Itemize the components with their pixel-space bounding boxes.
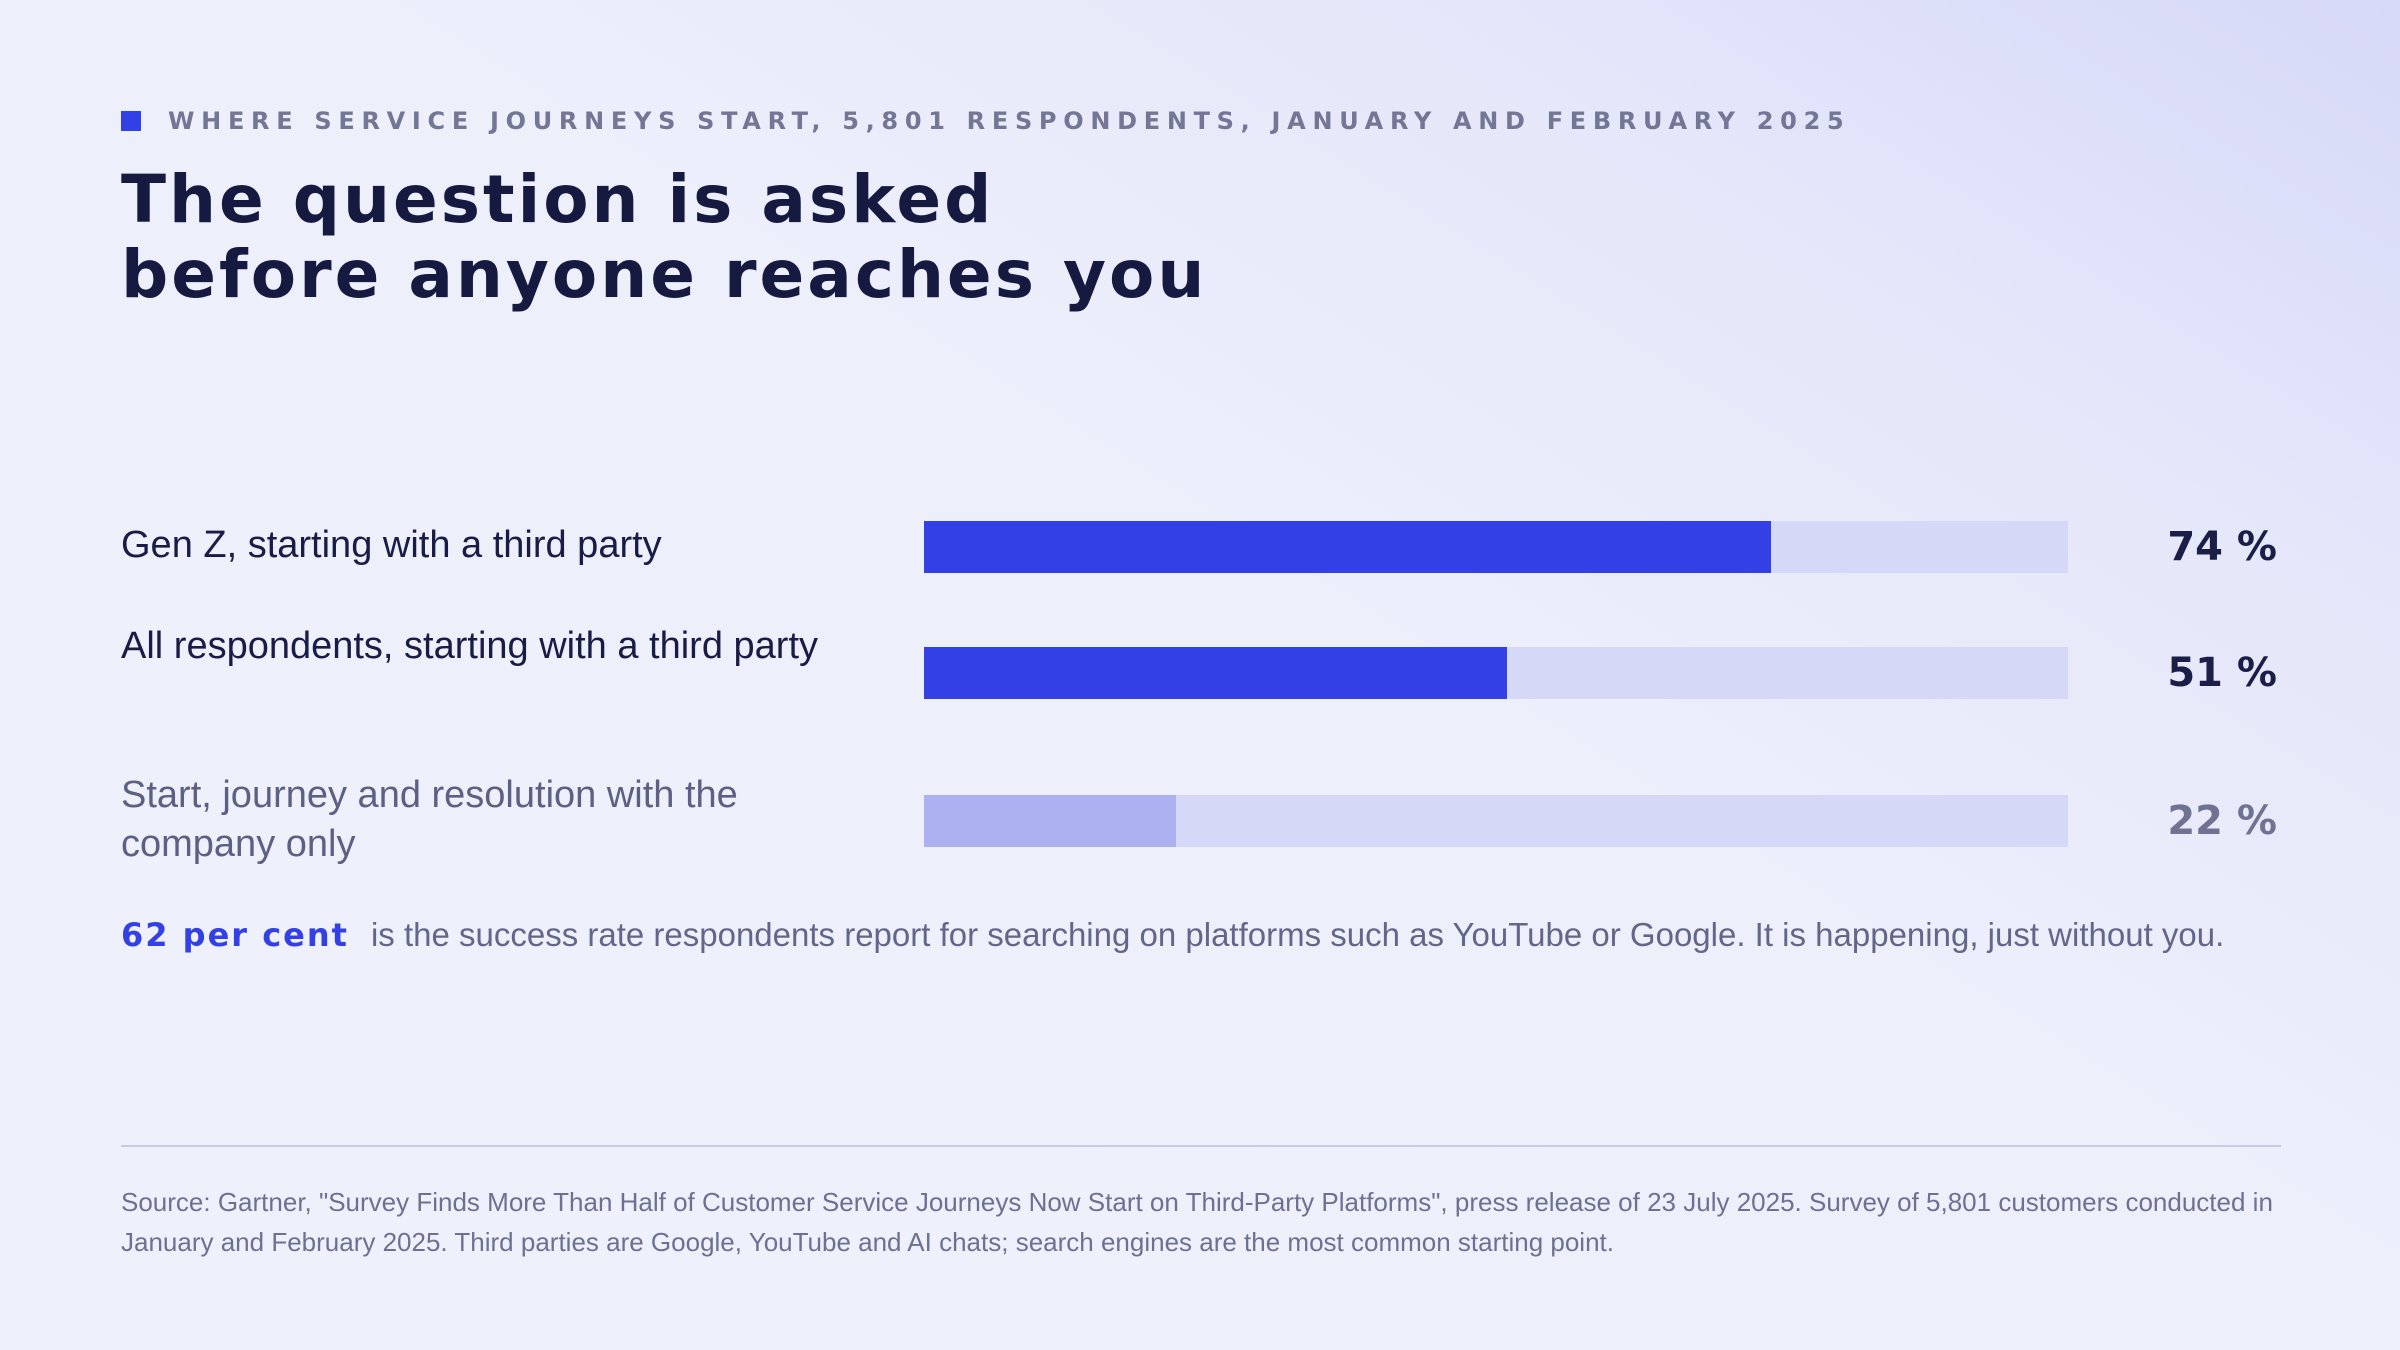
bar-track xyxy=(924,521,2068,573)
bar xyxy=(924,795,1176,847)
bar-value-label: 74 % xyxy=(2167,524,2277,570)
bar xyxy=(924,521,1771,573)
bar-label: Start, journey and resolution with the c… xyxy=(121,774,738,865)
bar-track xyxy=(924,647,2068,699)
note-emphasis: 62 per cent xyxy=(121,916,349,954)
bar-value-label: 22 % xyxy=(2167,798,2277,844)
eyebrow-marker-icon xyxy=(121,111,141,131)
source-note: Source: Gartner, "Survey Finds More Than… xyxy=(121,1187,2273,1257)
bar-label: All respondents, starting with a third p… xyxy=(121,625,819,667)
bar-value-label: 51 % xyxy=(2167,650,2277,696)
bar xyxy=(924,647,1508,699)
bar-label: Gen Z, starting with a third party xyxy=(121,524,662,566)
note-text: is the success rate respondents report f… xyxy=(370,916,2225,953)
page-title-line-2: before anyone reaches you xyxy=(121,236,1208,313)
eyebrow-text: WHERE SERVICE JOURNEYS START, 5,801 RESP… xyxy=(168,107,1851,135)
bar-track xyxy=(924,795,2068,847)
page-title: The question is asked before anyone reac… xyxy=(121,162,1207,312)
divider xyxy=(121,1145,2281,1147)
eyebrow: WHERE SERVICE JOURNEYS START, 5,801 RESP… xyxy=(121,106,1850,136)
page-title-line-1: The question is asked xyxy=(121,161,995,238)
note: 62 per cent is the success rate responden… xyxy=(121,912,2281,958)
